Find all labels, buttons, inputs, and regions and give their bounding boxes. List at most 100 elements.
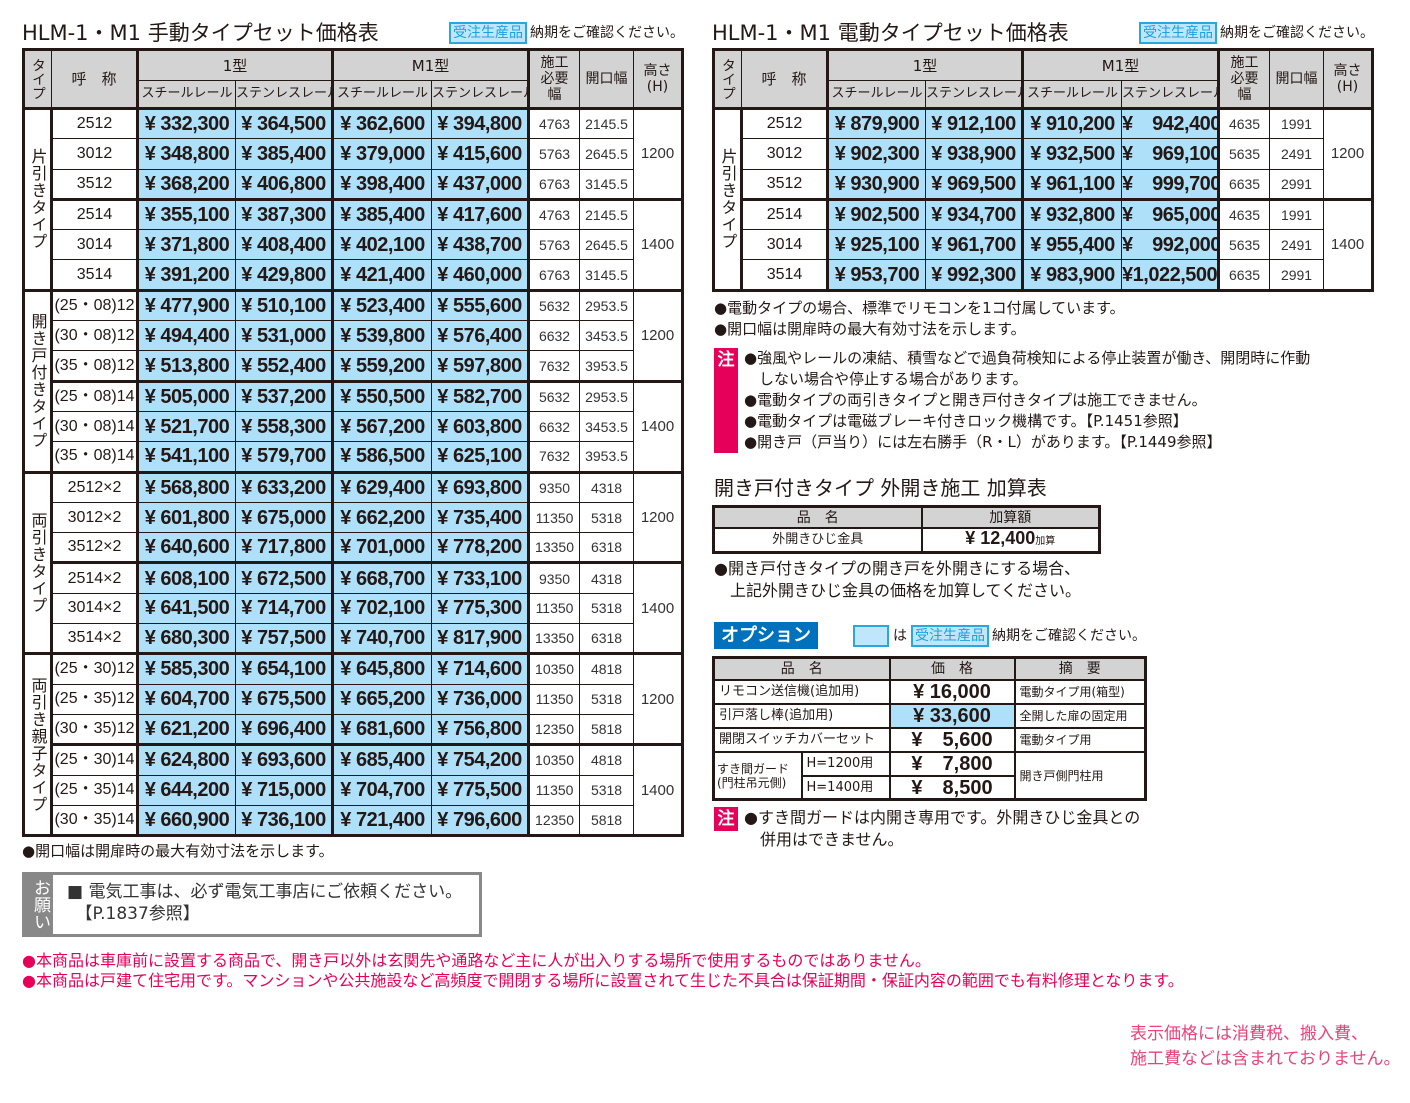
header-kaiko: 開口幅: [579, 49, 635, 109]
caution-line: ●すき間ガードは内開き専用です。外開きひじ金具との: [744, 808, 1141, 828]
sekou-width: 4635: [1217, 106, 1271, 140]
price-cell: ¥ 629,400: [331, 470, 433, 503]
price-cell: ¥ 778,200: [431, 532, 530, 564]
request-label: お願い: [25, 875, 53, 935]
opening-width: 1991: [1269, 197, 1325, 231]
delivery-note: 納期をご確認ください。: [1220, 25, 1374, 41]
table-row: 2514×2 ¥ 608,100 ¥ 672,500 ¥ 668,700 ¥ 733,1…: [24, 561, 683, 655]
height-value: 1400: [633, 197, 683, 291]
model-name: (30・08)12: [51, 320, 138, 352]
price-cell: ¥ 555,600: [431, 288, 530, 322]
sekou-width: 10350: [527, 652, 581, 685]
model-name: (25・08)12: [51, 288, 138, 322]
opening-width: 4818: [579, 652, 635, 685]
price-cell: ¥ 494,400: [136, 320, 236, 352]
price-cell: ¥ 702,100: [331, 592, 433, 625]
model-name: 3014: [51, 229, 138, 261]
header-kaiko: 開口幅: [1269, 49, 1325, 109]
type-label: 片引きタイプ: [713, 107, 743, 291]
price-cell: ¥ 568,800: [136, 470, 236, 503]
price-cell: ¥ 601,800: [136, 501, 236, 534]
opening-width: 2953.5: [579, 379, 635, 412]
table-row: 3512 ¥ 368,200 ¥ 406,800 ¥ 398,400 ¥ 437,000…: [24, 168, 683, 200]
price-cell: ¥ 415,600: [431, 138, 530, 170]
opening-width: 6318: [579, 532, 635, 564]
price-cell: ¥ 693,600: [234, 743, 334, 776]
opening-width: 3145.5: [579, 168, 635, 200]
opening-width: 5318: [579, 774, 635, 806]
header-steel: スチールレール: [1021, 80, 1123, 109]
caution-label: 注: [714, 347, 738, 453]
header-height: 高さ(H): [633, 49, 683, 109]
option-row: 開閉スイッチカバーセット ¥ 5,600 電動タイプ用: [712, 726, 1147, 753]
model-name: (25・30)14: [51, 743, 138, 776]
table-row: (25・30)14 ¥ 624,800 ¥ 693,600 ¥ 685,400 ¥ 75…: [24, 743, 683, 837]
option-row: 引戸落し棒(追加用) ¥ 33,600 全開した扉の固定用: [712, 702, 1147, 729]
price-cell: ¥ 701,000: [331, 532, 433, 564]
height-value: 1400: [1323, 197, 1373, 291]
sekou-width: 6763: [527, 259, 581, 291]
header-sekou: 施工必要幅: [1217, 49, 1271, 109]
opening-width: 5318: [579, 683, 635, 715]
price-cell: ¥ 641,500: [136, 592, 236, 625]
price-cell: ¥ 621,200: [136, 713, 236, 746]
sekou-width: 12350: [527, 804, 581, 837]
price-cell: ¥ 965,000: [1121, 197, 1220, 231]
option-remark: 電動タイプ用: [1013, 726, 1147, 753]
sekou-width: 5635: [1217, 138, 1271, 170]
price-cell: ¥ 775,300: [431, 592, 530, 625]
price-cell: ¥ 775,500: [431, 774, 530, 806]
opening-width: 3453.5: [579, 410, 635, 443]
model-name: 3514×2: [51, 623, 138, 655]
price-cell: ¥ 348,800: [136, 138, 236, 170]
price-cell: ¥ 715,000: [234, 774, 334, 806]
price-cell: ¥ 550,500: [331, 379, 433, 412]
sekou-width: 6635: [1217, 259, 1271, 291]
price-cell: ¥ 714,600: [431, 652, 530, 685]
model-name: 2512: [51, 106, 138, 140]
opening-width: 2491: [1269, 138, 1325, 170]
price-cell: ¥ 955,400: [1021, 229, 1123, 261]
request-box: お願い ■ 電気工事は、必ず電気工事店にご依頼ください。 【P.1837参照】: [22, 872, 482, 938]
table-row: 3012×2 ¥ 601,800 ¥ 675,000 ¥ 662,200 ¥ 735,4…: [24, 501, 683, 534]
header-stainless: ステンレスレール: [1121, 80, 1220, 109]
opening-width: 1991: [1269, 106, 1325, 140]
model-name: 3014×2: [51, 592, 138, 625]
price-cell: ¥ 429,800: [234, 259, 334, 291]
price-cell: ¥ 660,900: [136, 804, 236, 837]
opening-width: 3453.5: [579, 320, 635, 352]
price-cell: ¥ 586,500: [331, 441, 433, 473]
price-cell: ¥ 640,600: [136, 532, 236, 564]
caution-line: 併用はできません。: [744, 830, 904, 850]
height-value: 1200: [633, 470, 683, 564]
price-cell: ¥ 654,100: [234, 652, 334, 685]
left-column: HLM-1・M1 手動タイプセット価格表 受注生産品 納期をご確認ください。 タ…: [22, 18, 1184, 991]
price-cell: ¥ 757,500: [234, 623, 334, 655]
height-value: 1200: [633, 288, 683, 382]
addon-price: ¥ 12,400: [965, 528, 1036, 549]
price-cell: ¥ 932,800: [1021, 197, 1123, 231]
electric-note: ●電動タイプの場合、標準でリモコンを1コ付属しています。: [714, 298, 1125, 317]
price-cell: ¥ 704,700: [331, 774, 433, 806]
option-remark: 電動タイプ用(箱型): [1013, 678, 1147, 705]
header-typeM1: M1型: [1021, 49, 1220, 81]
table-row: (30・35)14 ¥ 660,900 ¥ 736,100 ¥ 721,400 ¥ 79…: [24, 804, 683, 837]
opening-width: 3145.5: [579, 259, 635, 291]
header-type1: 1型: [135, 49, 334, 81]
price-cell: ¥ 558,300: [234, 410, 334, 443]
header-steel: スチールレール: [136, 80, 236, 109]
price-cell: ¥ 733,100: [431, 561, 530, 594]
price-cell: ¥ 505,000: [136, 379, 236, 412]
price-cell: ¥ 421,400: [331, 259, 433, 291]
price-cell: ¥ 685,400: [331, 743, 433, 776]
table-row: 3512×2 ¥ 640,600 ¥ 717,800 ¥ 701,000 ¥ 778,2…: [24, 532, 683, 564]
option-price: ¥ 16,000: [888, 678, 1016, 705]
price-cell: ¥ 693,800: [431, 470, 530, 503]
price-cell: ¥ 930,900: [826, 168, 926, 200]
opening-width: 2145.5: [579, 197, 635, 231]
sekou-width: 6632: [527, 320, 581, 352]
sekou-width: 13350: [527, 532, 581, 564]
price-cell: ¥ 406,800: [234, 168, 334, 200]
price-cell: ¥ 579,700: [234, 441, 334, 473]
price-cell: ¥ 603,800: [431, 410, 530, 443]
